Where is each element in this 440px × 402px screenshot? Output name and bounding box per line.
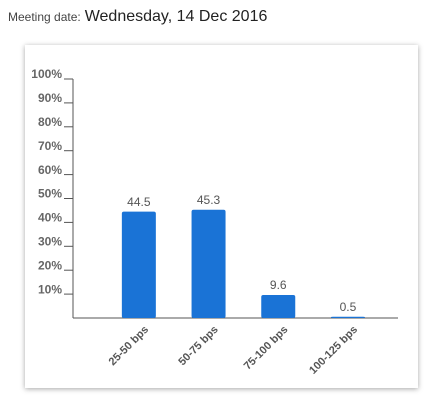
y-tick-label: 20% xyxy=(38,258,62,272)
x-tick-label: 100-125 bps xyxy=(307,324,360,377)
bar xyxy=(191,209,226,318)
header: Meeting date: Wednesday, 14 Dec 2016 xyxy=(8,8,267,26)
x-tick-label: 50-75 bps xyxy=(176,324,220,368)
y-tick-label: 50% xyxy=(38,187,62,201)
bar xyxy=(121,211,156,318)
y-tick-label: 40% xyxy=(38,211,62,225)
y-tick-label: 90% xyxy=(38,91,62,105)
y-tick-label: 100% xyxy=(31,67,62,81)
y-tick-label: 70% xyxy=(38,139,62,153)
bar xyxy=(261,295,296,318)
value-label: 45.3 xyxy=(197,193,221,207)
meeting-label: Meeting date: xyxy=(8,10,81,24)
y-tick-label: 30% xyxy=(38,234,62,248)
y-tick-label: 60% xyxy=(38,163,62,177)
x-tick-label: 25-50 bps xyxy=(107,324,151,368)
meeting-date: Wednesday, 14 Dec 2016 xyxy=(84,8,268,25)
value-label: 0.5 xyxy=(340,300,357,314)
value-label: 9.6 xyxy=(270,278,287,292)
value-label: 44.5 xyxy=(127,195,151,209)
y-tick-label: 10% xyxy=(38,282,62,296)
x-tick-label: 75-100 bps xyxy=(242,324,291,373)
bar xyxy=(330,316,365,318)
y-tick-label: 80% xyxy=(38,115,62,129)
